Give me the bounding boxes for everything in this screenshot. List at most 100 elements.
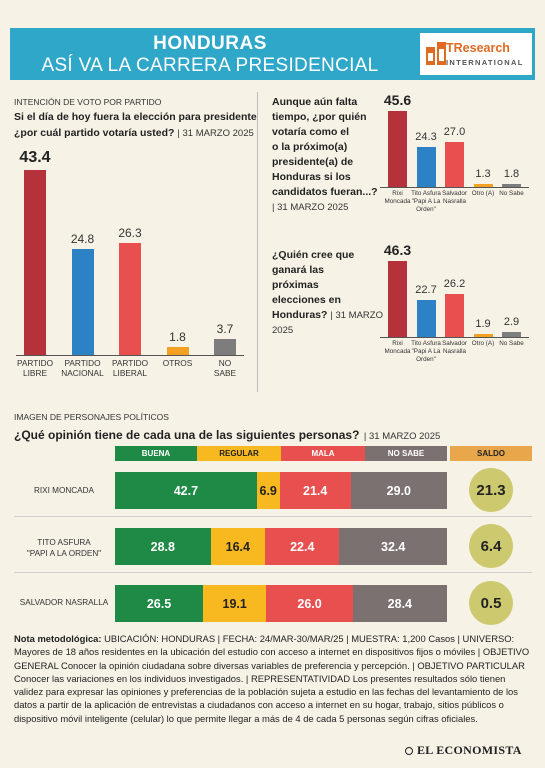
chart-bar <box>119 242 141 355</box>
methodology-note: Nota metodológica: UBICACIÓN: HONDURAS |… <box>14 632 532 725</box>
tick-label-line: Orden" <box>416 206 436 213</box>
tick-label-line: "Papi A La <box>411 198 441 205</box>
image-question-text: ¿Qué opinión tiene de cada una de las si… <box>14 428 360 442</box>
image-question: ¿Qué opinión tiene de cada una de las si… <box>14 426 440 444</box>
data-label: 2.9 <box>503 316 520 329</box>
rq1-date: | 31 MARZO 2025 <box>272 202 349 213</box>
tick-label-line: PARTIDO <box>16 358 54 368</box>
tick-label: No Sabe <box>492 340 532 364</box>
axis-line <box>380 187 529 188</box>
section-divider <box>257 92 258 392</box>
stacked-segment: 26.0 <box>266 585 353 622</box>
rq1-line5: presidente(a) de <box>272 156 354 168</box>
tick-label-line <box>492 198 532 206</box>
logo-subline: INTERNATIONAL <box>446 58 524 67</box>
tick-label: Tito Asfura "Papi A La Orden" <box>406 190 446 214</box>
left-question-text: ¿por cuál partido votaría usted? <box>14 127 175 139</box>
page-subtitle: ASÍ VA LA CARRERA PRESIDENCIAL <box>41 55 379 76</box>
data-label: 24.8 <box>70 232 95 247</box>
tick-label: Rixi Moncada <box>378 340 418 364</box>
tick-label-line: Tito Asfura <box>411 340 441 347</box>
tick-label-line <box>492 206 532 214</box>
tick-label-line: NO <box>218 358 232 368</box>
tick-label: PARTIDO NACIONAL <box>53 358 113 378</box>
saldo-circle: 21.3 <box>469 468 513 512</box>
stacked-segment: 28.8 <box>115 528 211 565</box>
nota-text: UBICACIÓN: HONDURAS | FECHA: 24/MAR-30/M… <box>14 633 530 724</box>
data-label: 1.8 <box>169 330 186 345</box>
tick-label-line <box>492 356 532 364</box>
header-regular: REGULAR <box>197 446 281 461</box>
page-title: HONDURAS <box>153 33 267 54</box>
tick-label-line: Nasralla <box>442 198 467 205</box>
tick-label-line: LIBERAL <box>112 368 148 378</box>
tick-label: PARTIDO LIBERAL <box>100 358 160 378</box>
rq2-line2: ganará las próximas <box>272 264 324 291</box>
stacked-segment: 28.4 <box>352 585 447 622</box>
rq2-line4: Honduras? | 31 MARZO <box>272 308 383 323</box>
tick-label-line: Salvador <box>442 340 467 347</box>
chart-bar <box>388 261 407 337</box>
tick-label: PARTIDO LIBRE <box>5 358 65 378</box>
header-saldo: SALDO <box>450 446 532 461</box>
footer-brand: EL ECONOMISTA <box>417 743 522 757</box>
chart-bar <box>71 249 94 355</box>
el-economista-logo: EL ECONOMISTA <box>405 743 522 758</box>
row-label-tito: TITO ASFURA "PAPI A LA ORDEN" <box>14 537 114 559</box>
stacked-segment: 6.9 <box>256 472 280 509</box>
row-label-rixi: RIXI MONCADA <box>14 485 114 496</box>
left-question-date: | 31 MARZO 2025 <box>177 128 254 139</box>
tick-label-line: Tito Asfura <box>411 190 441 197</box>
data-label: 1.9 <box>475 317 491 330</box>
rq2-line3: elecciones en <box>272 294 341 306</box>
tick-label: Salvador Nasralla <box>435 190 475 214</box>
data-label: 22.7 <box>415 283 437 296</box>
chart-bar <box>416 146 436 187</box>
chart-bar <box>166 347 189 355</box>
tick-label-line: Otro (A) <box>471 340 495 347</box>
tick-label-line: Moncada <box>384 348 411 355</box>
row-separator <box>14 572 532 573</box>
row-separator <box>14 516 532 517</box>
tick-label: No Sabe <box>492 190 532 214</box>
rq1-line3: votaría como el <box>272 126 350 138</box>
row-label-salvador-text: SALVADOR NASRALLA <box>19 598 109 607</box>
data-label: 26.3 <box>118 225 142 240</box>
tick-label-line: OTROS <box>162 358 193 368</box>
tick-label-line: Moncada <box>384 198 411 205</box>
chart-bar <box>502 184 521 187</box>
rq1-line6: Honduras si los <box>272 171 351 183</box>
stacked-segment: 32.4 <box>339 528 447 565</box>
stacked-segment: 21.4 <box>279 472 351 509</box>
chart-bar <box>445 142 464 187</box>
tick-label-line: No Sabe <box>499 190 524 197</box>
chart-bar <box>416 299 436 337</box>
tick-label-line: Rixi <box>392 340 403 347</box>
tresearch-logo <box>420 33 532 75</box>
tick-label: Otro (A) <box>463 340 503 364</box>
tick-label: Tito Asfura "Papi A La Orden" <box>406 340 446 364</box>
tick-label-line: NACIONAL <box>61 368 104 378</box>
chart-bar <box>214 339 236 355</box>
stacked-segment: 16.4 <box>210 528 266 565</box>
tick-label-line: Rixi <box>392 190 403 197</box>
bar-chart-logo-icon <box>426 42 446 65</box>
left-question-line1: Si el día de hoy fuera la elección para … <box>14 111 257 123</box>
axis-line <box>16 355 244 356</box>
rq2-date-part1: | 31 MARZO <box>330 310 383 321</box>
tick-label-line: Salvador <box>442 190 467 197</box>
saldo-circle: 6.4 <box>469 524 513 568</box>
tick-label-line: No Sabe <box>499 340 524 347</box>
tick-label: Rixi Moncada <box>378 190 418 214</box>
tick-label-line: "Papi A La <box>411 348 441 355</box>
row-label-tito-text2: "PAPI A LA ORDEN" <box>26 549 102 558</box>
data-label: 45.6 <box>383 92 412 108</box>
header-buena: BUENA <box>115 446 197 461</box>
stacked-segment: 22.4 <box>265 528 340 565</box>
left-kicker: INTENCIÓN DE VOTO POR PARTIDO <box>14 97 162 107</box>
data-label: 1.8 <box>503 168 520 180</box>
saldo-circle: 0.5 <box>469 581 513 625</box>
rq1-line2: tiempo, ¿por quién <box>272 111 367 123</box>
logo-wordmark: TResearch <box>446 41 510 55</box>
right-question-1: Aunque aún falta tiempo, ¿por quién vota… <box>272 95 378 215</box>
